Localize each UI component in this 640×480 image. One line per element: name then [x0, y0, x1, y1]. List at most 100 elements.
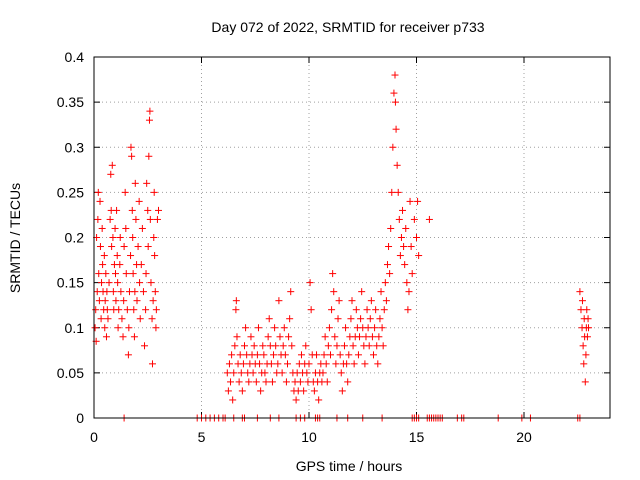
data-point	[225, 360, 233, 368]
data-point	[393, 161, 401, 169]
data-point	[302, 342, 310, 350]
data-point	[252, 378, 260, 386]
data-point	[253, 351, 261, 359]
y-tick-label: 0	[76, 410, 84, 426]
data-point	[275, 297, 283, 305]
data-point	[128, 152, 136, 160]
data-point	[365, 342, 373, 350]
data-point	[122, 270, 130, 278]
data-point	[139, 288, 147, 296]
data-point	[585, 324, 592, 332]
data-point	[151, 288, 159, 296]
data-point	[408, 270, 416, 278]
data-point	[117, 288, 125, 296]
data-point	[380, 306, 388, 314]
data-point	[102, 333, 110, 341]
data-point	[382, 297, 390, 305]
data-point	[379, 342, 387, 350]
data-point	[357, 315, 365, 323]
data-point	[91, 324, 99, 332]
data-point	[228, 351, 236, 359]
data-point	[112, 270, 119, 278]
data-point	[99, 261, 107, 269]
x-tick-label: 10	[301, 429, 317, 445]
data-point	[106, 215, 114, 223]
data-point	[392, 125, 400, 133]
data-point	[581, 378, 589, 386]
data-point	[98, 224, 106, 232]
data-point	[347, 315, 355, 323]
data-point	[239, 360, 247, 368]
data-point	[118, 315, 126, 323]
data-point	[131, 288, 139, 296]
data-point	[108, 243, 116, 251]
data-point	[232, 306, 240, 314]
y-tick-label: 0.4	[65, 49, 85, 65]
data-point	[584, 315, 592, 323]
data-point	[148, 315, 156, 323]
data-point	[96, 243, 104, 251]
data-point	[120, 243, 128, 251]
data-point	[414, 197, 422, 205]
data-point	[373, 342, 381, 350]
data-point	[114, 279, 122, 287]
data-point	[113, 252, 121, 260]
data-point	[98, 279, 106, 287]
data-point	[334, 315, 342, 323]
data-point	[150, 188, 158, 196]
plot-frame	[93, 56, 611, 419]
data-point	[397, 234, 405, 241]
data-point	[366, 315, 374, 323]
data-point	[349, 342, 357, 350]
data-point	[305, 360, 313, 368]
data-point	[576, 288, 584, 296]
data-point	[400, 243, 408, 251]
data-point	[403, 279, 411, 287]
data-point	[250, 342, 258, 350]
data-point	[233, 333, 241, 341]
data-point	[338, 387, 346, 395]
data-point	[583, 333, 591, 341]
y-tick-label: 0.3	[65, 139, 85, 155]
data-point	[136, 315, 144, 323]
data-point	[405, 288, 413, 296]
x-tick-label: 0	[90, 429, 98, 445]
data-point	[97, 315, 105, 323]
data-point	[300, 387, 308, 395]
data-point	[391, 98, 399, 106]
data-point	[285, 333, 293, 341]
chart-title: Day 072 of 2022, SRMTID for receiver p73…	[211, 19, 484, 35]
data-point	[254, 324, 262, 332]
data-point	[329, 270, 337, 278]
data-point	[324, 342, 332, 350]
data-point	[267, 360, 275, 368]
data-point	[319, 369, 327, 377]
data-point	[115, 306, 123, 314]
data-point	[356, 333, 364, 341]
data-point	[374, 360, 382, 368]
data-point	[377, 288, 385, 296]
data-point	[122, 224, 130, 232]
x-axis-ticks: 0 5 10 15 20	[90, 57, 532, 445]
data-point	[145, 152, 153, 160]
data-point	[306, 279, 314, 287]
data-point	[579, 342, 587, 350]
data-point	[264, 333, 272, 341]
data-point	[389, 143, 397, 151]
data-point	[135, 197, 143, 205]
data-point	[404, 306, 412, 314]
y-tick-label: 0.05	[57, 365, 84, 381]
data-point	[114, 324, 122, 332]
data-point	[257, 387, 265, 395]
data-point	[150, 234, 158, 241]
x-tick-label: 5	[198, 429, 206, 445]
data-point	[109, 288, 117, 296]
data-point	[371, 324, 379, 332]
data-point	[361, 360, 369, 368]
data-point	[127, 252, 135, 260]
data-point	[322, 360, 330, 368]
data-point	[227, 378, 235, 386]
data-point	[231, 342, 239, 350]
data-point	[343, 360, 351, 368]
